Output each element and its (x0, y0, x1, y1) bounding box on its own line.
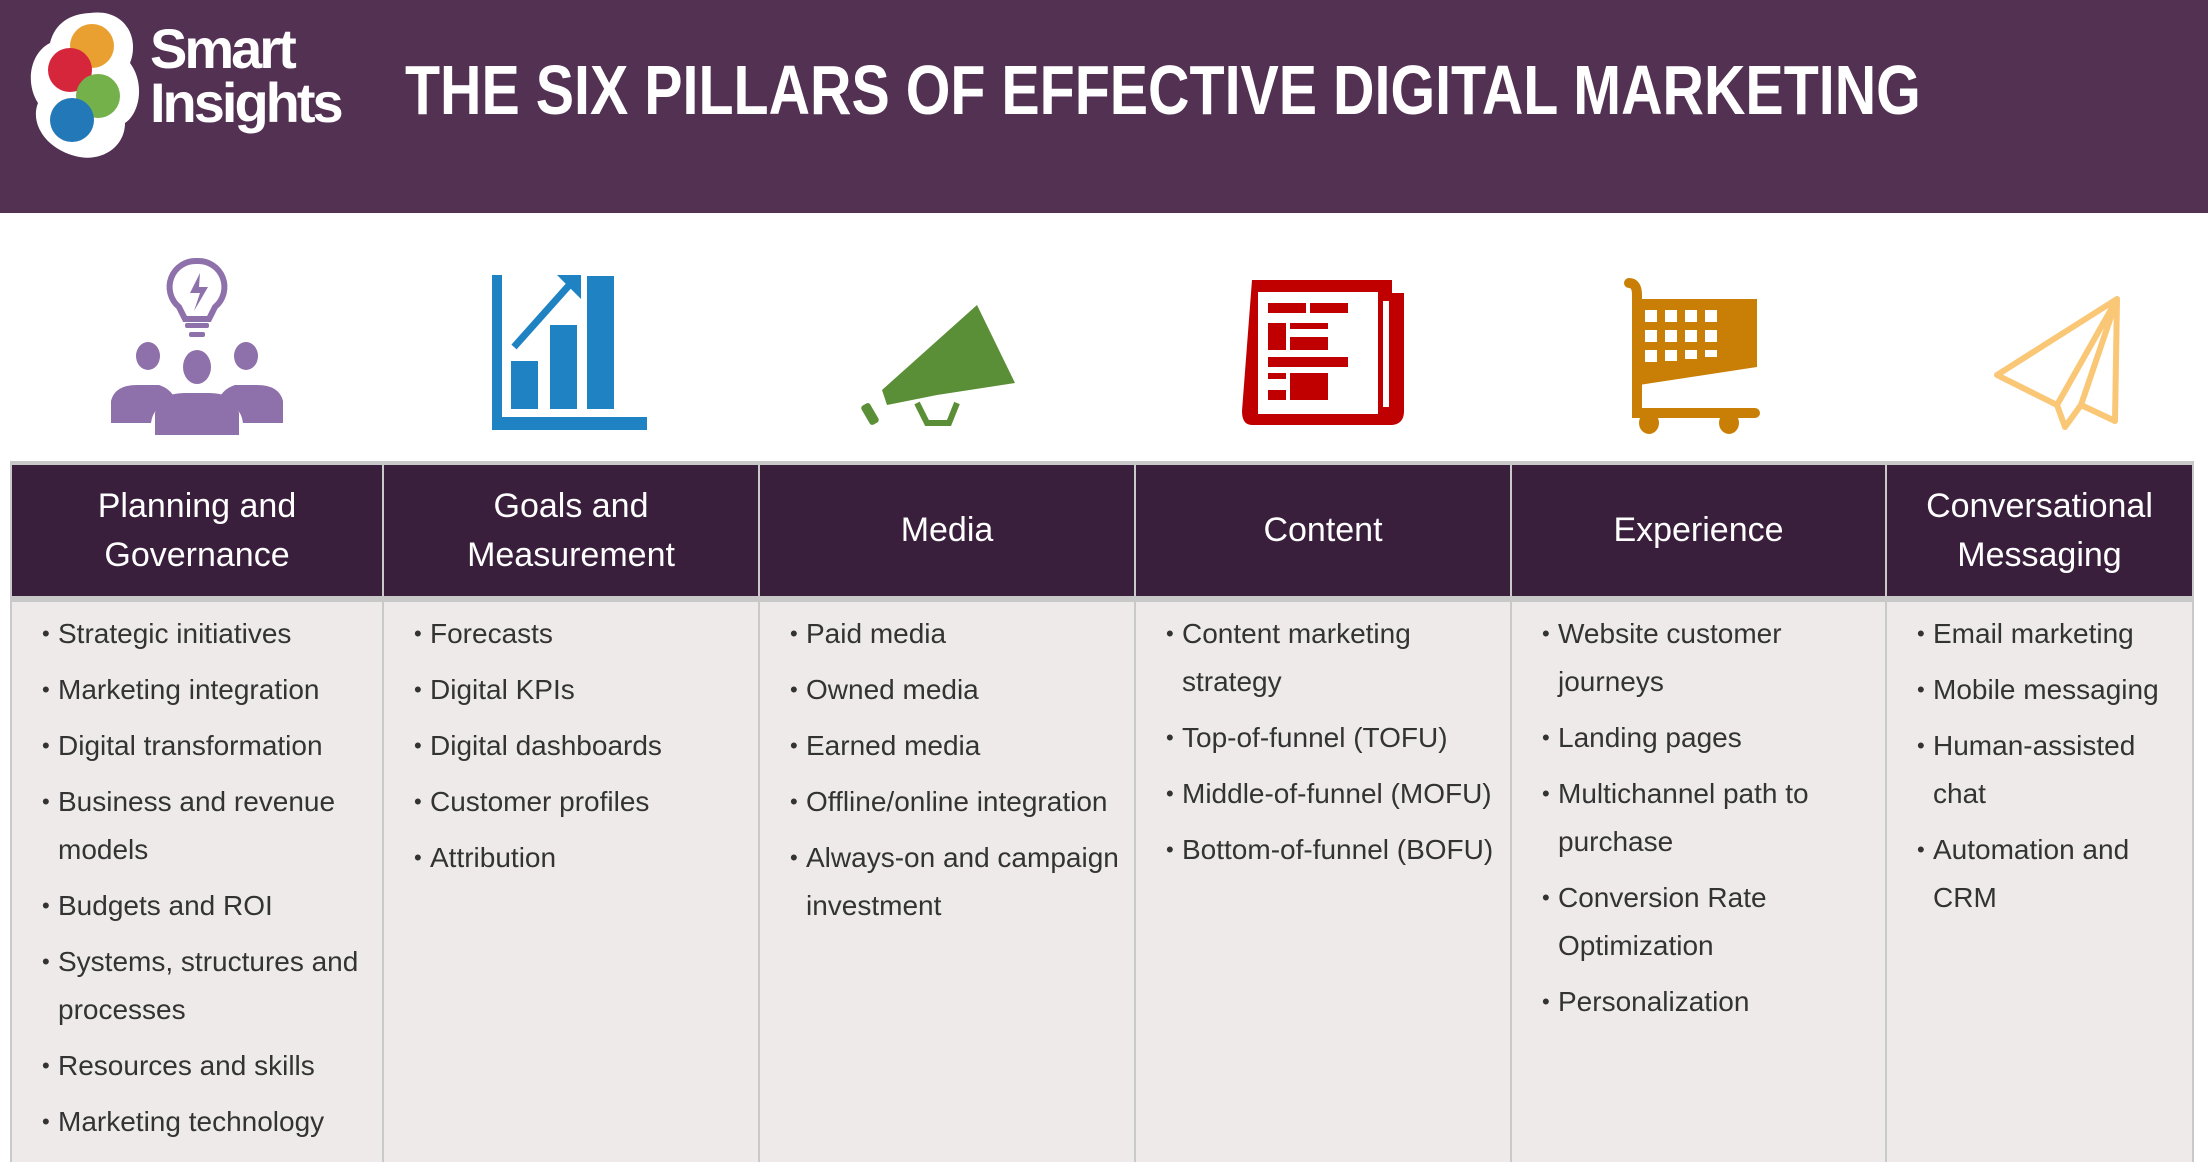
smart-insights-logo (30, 12, 140, 158)
list-item: Attribution (414, 834, 748, 882)
people-lightbulb-icon (111, 257, 283, 435)
pillar-list: Website customer journeys Landing pages Mu… (1542, 610, 1875, 1026)
list-item: Systems, structures and processes (42, 938, 372, 1034)
list-item: Conversion Rate Optimization (1542, 874, 1875, 970)
list-item: Human-assisted chat (1917, 722, 2182, 818)
pillar-column: ContentContent marketing strategy Top-of-… (1136, 465, 1512, 1162)
list-item: Automation and CRM (1917, 826, 2182, 922)
list-item: Top-of-funnel (TOFU) (1166, 714, 1500, 762)
pillar-column: ExperienceWebsite customer journeys Landi… (1512, 465, 1887, 1162)
list-item: Email marketing (1917, 610, 2182, 658)
list-item: Resources and skills (42, 1042, 372, 1090)
pillar-column: Media Paid media Owned media Earned media Of… (760, 465, 1136, 1162)
pillar-body: Strategic initiatives Marketing integrati… (12, 602, 382, 1162)
pillar-header: Planning and Governance (12, 465, 382, 602)
list-item: Multichannel path to purchase (1542, 770, 1875, 866)
list-item: Budgets and ROI (42, 882, 372, 930)
pillar-header: Goals and Measurement (384, 465, 758, 602)
list-item: Middle-of-funnel (MOFU) (1166, 770, 1500, 818)
list-item: Bottom-of-funnel (BOFU) (1166, 826, 1500, 874)
page-title: THE SIX PILLARS OF EFFECTIVE DIGITAL MAR… (405, 51, 1921, 129)
pillar-column: Planning and GovernanceStrategic initiat… (10, 465, 384, 1162)
list-item: Forecasts (414, 610, 748, 658)
paper-plane-icon (1994, 296, 2120, 430)
list-item: Digital KPIs (414, 666, 748, 714)
newspaper-icon (1242, 280, 1404, 425)
list-item: Offline/online integration (790, 778, 1124, 826)
pillar-body: Content marketing strategy Top-of-funnel … (1136, 602, 1510, 1162)
list-item: Marketing integration (42, 666, 372, 714)
list-item: Personalization (1542, 978, 1875, 1026)
list-item: Earned media (790, 722, 1124, 770)
pillar-list: Paid media Owned media Earned media Offline… (790, 610, 1124, 930)
pillars-table: Planning and GovernanceStrategic initiat… (10, 461, 2194, 1162)
list-item: Paid media (790, 610, 1124, 658)
list-item: Customer profiles (414, 778, 748, 826)
pillar-column: Goals and Measurement Forecasts Digital KP… (384, 465, 760, 1162)
list-item: Website customer journeys (1542, 610, 1875, 706)
list-item: Mobile messaging (1917, 666, 2182, 714)
pillar-list: Email marketing Mobile messaging Human-ass… (1917, 610, 2182, 922)
header-banner: Smart Insights THE SIX PILLARS OF EFFECTI… (0, 0, 2208, 213)
list-item: Owned media (790, 666, 1124, 714)
list-item: Landing pages (1542, 714, 1875, 762)
list-item: Content marketing strategy (1166, 610, 1500, 706)
pillar-list: Strategic initiatives Marketing integrati… (42, 610, 372, 1146)
pillar-list: Forecasts Digital KPIs Digital dashboards C… (414, 610, 748, 882)
pillar-list: Content marketing strategy Top-of-funnel … (1166, 610, 1500, 874)
pillar-header: Conversational Messaging (1887, 465, 2192, 602)
list-item: Strategic initiatives (42, 610, 372, 658)
list-item: Always-on and campaign investment (790, 834, 1124, 930)
pillar-header: Media (760, 465, 1134, 602)
pillar-body: Forecasts Digital KPIs Digital dashboards C… (384, 602, 758, 1162)
pillar-column: Conversational Messaging Email marketing M… (1887, 465, 2194, 1162)
list-item: Business and revenue models (42, 778, 372, 874)
shopping-cart-icon (1624, 278, 1760, 434)
pillar-header: Content (1136, 465, 1510, 602)
bar-chart-arrow-icon (492, 275, 647, 430)
list-item: Digital dashboards (414, 722, 748, 770)
list-item: Digital transformation (42, 722, 372, 770)
list-item: Marketing technology (42, 1098, 372, 1146)
pillar-body: Paid media Owned media Earned media Offline… (760, 602, 1134, 1162)
megaphone-icon (861, 305, 1015, 426)
pillar-body: Email marketing Mobile messaging Human-ass… (1887, 602, 2192, 1162)
logo-text: Smart Insights (150, 17, 344, 134)
pillar-body: Website customer journeys Landing pages Mu… (1512, 602, 1885, 1162)
pillar-header: Experience (1512, 465, 1885, 602)
